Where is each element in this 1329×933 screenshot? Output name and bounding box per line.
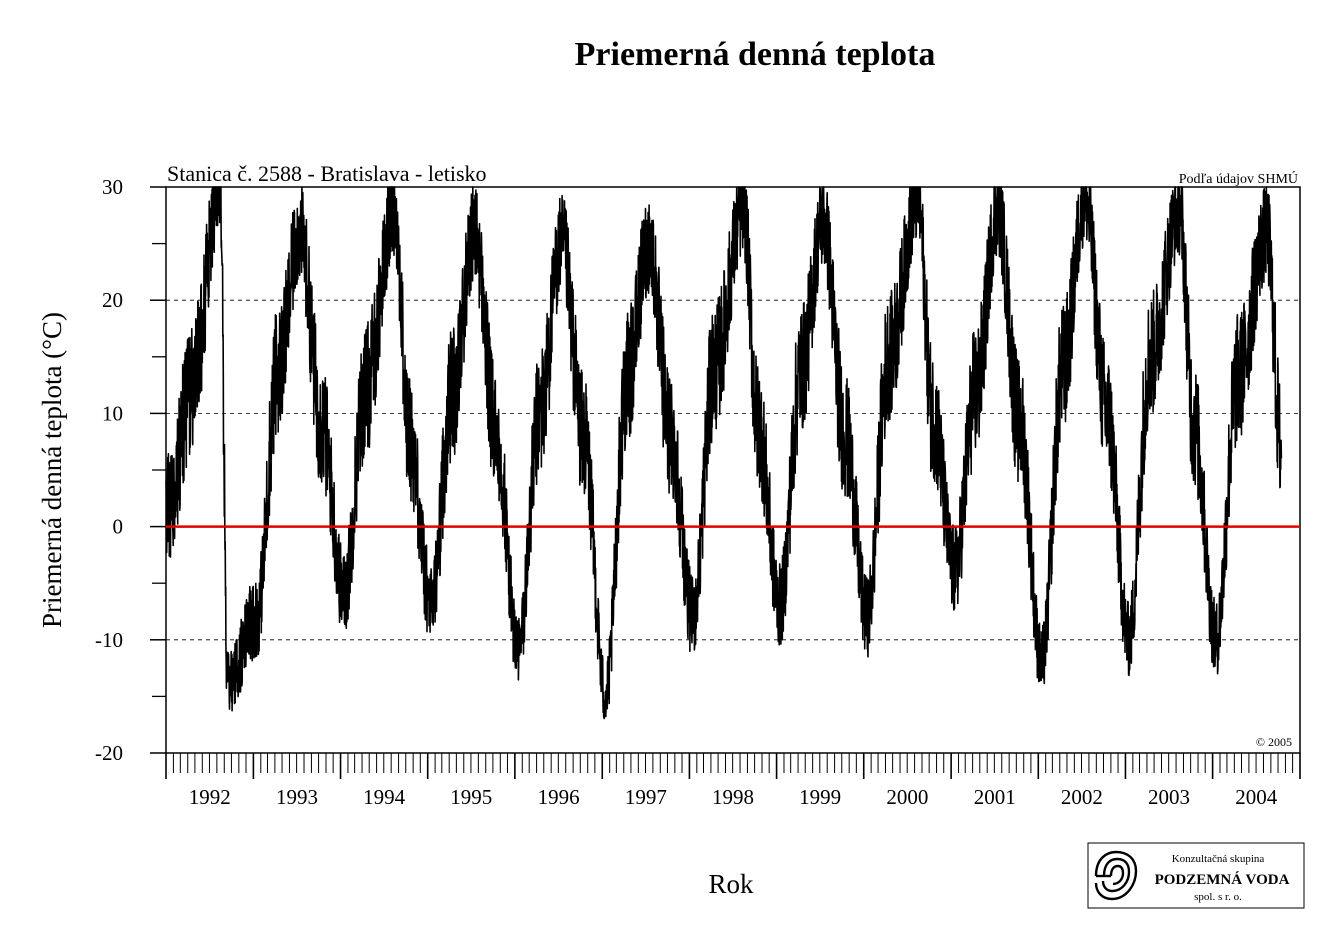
series-temperature-line	[165, 186, 1283, 720]
y-tick-label: 0	[113, 515, 124, 539]
logo-line-3: spol. s r. o.	[1194, 891, 1242, 903]
x-axis-label: Rok	[708, 869, 754, 899]
x-tick-label: 1998	[712, 785, 754, 809]
copyright-note: © 2005	[1256, 735, 1292, 749]
source-note: Podľa údajov SHMÚ	[1179, 170, 1298, 187]
y-tick-label: 20	[102, 288, 123, 312]
x-tick-label: 1992	[189, 785, 231, 809]
x-tick-label: 1996	[538, 785, 580, 809]
y-axis-label: Priemerná denná teplota (°C)	[37, 312, 67, 628]
x-tick-label: 1997	[625, 785, 667, 809]
logo-mark-icon	[1094, 850, 1138, 901]
y-tick-label: 30	[102, 175, 123, 199]
y-tick-label: -20	[95, 741, 123, 765]
logo-line-1: Konzultačná skupina	[1172, 853, 1265, 865]
x-tick-label: 1994	[363, 785, 406, 809]
y-tick-label: 10	[102, 401, 123, 425]
x-tick-label: 1999	[799, 785, 841, 809]
logo-line-2: PODZEMNÁ VODA	[1155, 871, 1290, 888]
x-tick-label: 2001	[974, 785, 1016, 809]
station-subtitle: Stanica č. 2588 - Bratislava - letisko	[167, 161, 487, 186]
y-axis: -20 -10 0 10 20 30	[95, 175, 166, 765]
x-tick-label: 2002	[1061, 785, 1103, 809]
logo-frame	[1087, 842, 1305, 909]
y-tick-label: -10	[95, 628, 123, 652]
x-tick-label: 1993	[276, 785, 318, 809]
x-tick-label: 2003	[1148, 785, 1190, 809]
x-tick-label: 1995	[450, 785, 492, 809]
x-axis: 1992 1993 1994 1995 1996 1997 1998 1999 2000 2001…	[165, 753, 1301, 809]
x-tick-label: 2004	[1235, 785, 1278, 809]
x-tick-label: 2000	[886, 785, 928, 809]
company-logo: Konzultačná skupina PODZEMNÁ VODA spol. …	[1087, 842, 1305, 909]
chart-title: Priemerná denná teplota	[575, 36, 936, 73]
